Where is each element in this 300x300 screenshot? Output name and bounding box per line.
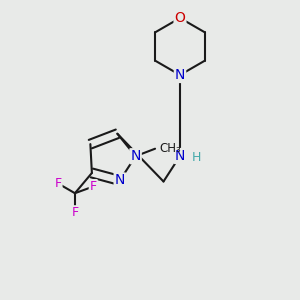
Text: F: F: [90, 180, 97, 193]
Text: F: F: [55, 177, 62, 190]
Text: N: N: [175, 149, 185, 163]
Text: N: N: [130, 149, 141, 163]
Text: H: H: [191, 151, 201, 164]
Text: CH₃: CH₃: [160, 142, 181, 155]
Text: O: O: [175, 11, 185, 25]
Text: N: N: [175, 68, 185, 82]
Text: F: F: [71, 206, 79, 219]
Text: N: N: [115, 173, 125, 188]
